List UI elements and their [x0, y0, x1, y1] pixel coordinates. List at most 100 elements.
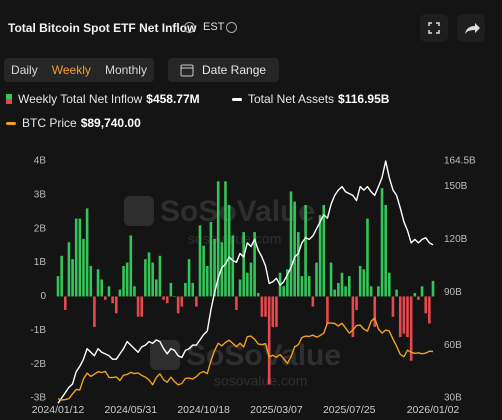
date-range-button[interactable]: Date Range [168, 58, 279, 82]
bar [409, 296, 413, 361]
bar [413, 293, 417, 297]
bar [169, 282, 173, 297]
bar [355, 296, 358, 310]
bar [89, 265, 93, 297]
timezone: EST [203, 21, 225, 33]
calendar-icon [180, 64, 194, 77]
bar [213, 238, 216, 297]
legend-item[interactable]: Weekly Total Net Inflow $458.77M [6, 92, 200, 106]
bar [315, 262, 318, 297]
bar [144, 259, 147, 297]
bar [140, 296, 144, 317]
bar [67, 242, 71, 297]
legend-item[interactable]: BTC Price $89,740.00 [6, 116, 141, 130]
legend-item[interactable]: Total Net Assets $116.95B [232, 92, 389, 106]
bar [402, 296, 406, 334]
bar [151, 262, 154, 297]
bar [289, 191, 293, 297]
legend-label: Weekly Total Net Inflow [18, 92, 143, 106]
bar [173, 296, 176, 297]
y-tick-label: -2B [30, 359, 46, 370]
legend-swatch [6, 94, 12, 104]
bar [296, 232, 300, 297]
legend-swatch [232, 97, 242, 101]
bar [184, 282, 187, 297]
bar [165, 296, 169, 304]
legend-value: $116.95B [338, 92, 390, 106]
bar [71, 259, 74, 297]
bar [216, 181, 220, 297]
bar [271, 296, 275, 327]
bar [333, 289, 336, 297]
watermark-brand: SoSoValue [186, 339, 341, 372]
bar [431, 280, 435, 297]
bar [293, 201, 296, 297]
legend-label: Total Net Assets [248, 92, 335, 106]
bar [366, 218, 369, 297]
bar [246, 272, 249, 297]
y-tick-label: 0 [40, 291, 46, 302]
bar [202, 245, 205, 297]
bar [282, 286, 286, 297]
y2-tick-label: 90B [444, 287, 462, 298]
fullscreen-button[interactable] [420, 14, 448, 42]
bar [104, 296, 107, 300]
fullscreen-icon [428, 22, 440, 34]
bar [304, 205, 307, 297]
bar [253, 232, 256, 297]
info-icon[interactable] [184, 22, 195, 33]
bar [398, 296, 402, 338]
bar [176, 296, 180, 314]
y-tick-label: -3B [30, 393, 46, 404]
bar [220, 242, 224, 297]
bar [155, 279, 158, 297]
bar [118, 289, 122, 297]
bar [209, 221, 213, 297]
bar [428, 296, 431, 324]
y2-tick-label: 120B [444, 234, 468, 245]
bar [231, 235, 235, 297]
bar [107, 286, 111, 297]
bar [275, 296, 278, 327]
bar [420, 286, 424, 297]
bar [347, 276, 351, 297]
bar [187, 259, 191, 297]
bar [133, 286, 136, 297]
date-range-label: Date Range [202, 63, 267, 77]
legend-label: BTC Price [22, 116, 77, 130]
watermark: SoSoValue sosovalue.com SoSoValue sosova… [124, 195, 341, 389]
share-button[interactable] [457, 14, 485, 42]
watermark-url: sosovalue.com [214, 373, 307, 389]
tab[interactable]: Daily [11, 63, 38, 77]
bar [82, 238, 85, 297]
y2-tick-label: 60B [444, 340, 462, 351]
bar [337, 282, 340, 297]
bar [114, 296, 118, 314]
bar [78, 218, 82, 297]
bar [147, 252, 151, 297]
legend-value: $89,740.00 [80, 116, 141, 130]
y-tick-label: 2B [34, 223, 47, 234]
bar [373, 296, 377, 327]
bar [377, 286, 380, 297]
x-tick-label: 2024/10/18 [177, 404, 230, 416]
bar [224, 181, 227, 297]
bar [158, 255, 162, 297]
bar [264, 296, 267, 317]
bar [417, 296, 420, 300]
info-icon[interactable] [226, 22, 237, 33]
bar [238, 279, 242, 297]
x-tick-label: 2024/05/31 [105, 404, 158, 416]
bar [74, 218, 78, 297]
y-tick-label: 1B [34, 257, 47, 268]
y-tick-label: -1B [30, 325, 46, 336]
tab[interactable]: Monthly [104, 63, 147, 77]
bar [358, 265, 362, 297]
bar [63, 296, 67, 310]
tab[interactable]: Weekly [51, 63, 91, 77]
bar [195, 296, 198, 307]
bar [278, 272, 282, 297]
watermark-url: sosovalue.com [188, 231, 281, 247]
line [57, 317, 434, 401]
x-tick-label: 2025/07/25 [323, 404, 376, 416]
